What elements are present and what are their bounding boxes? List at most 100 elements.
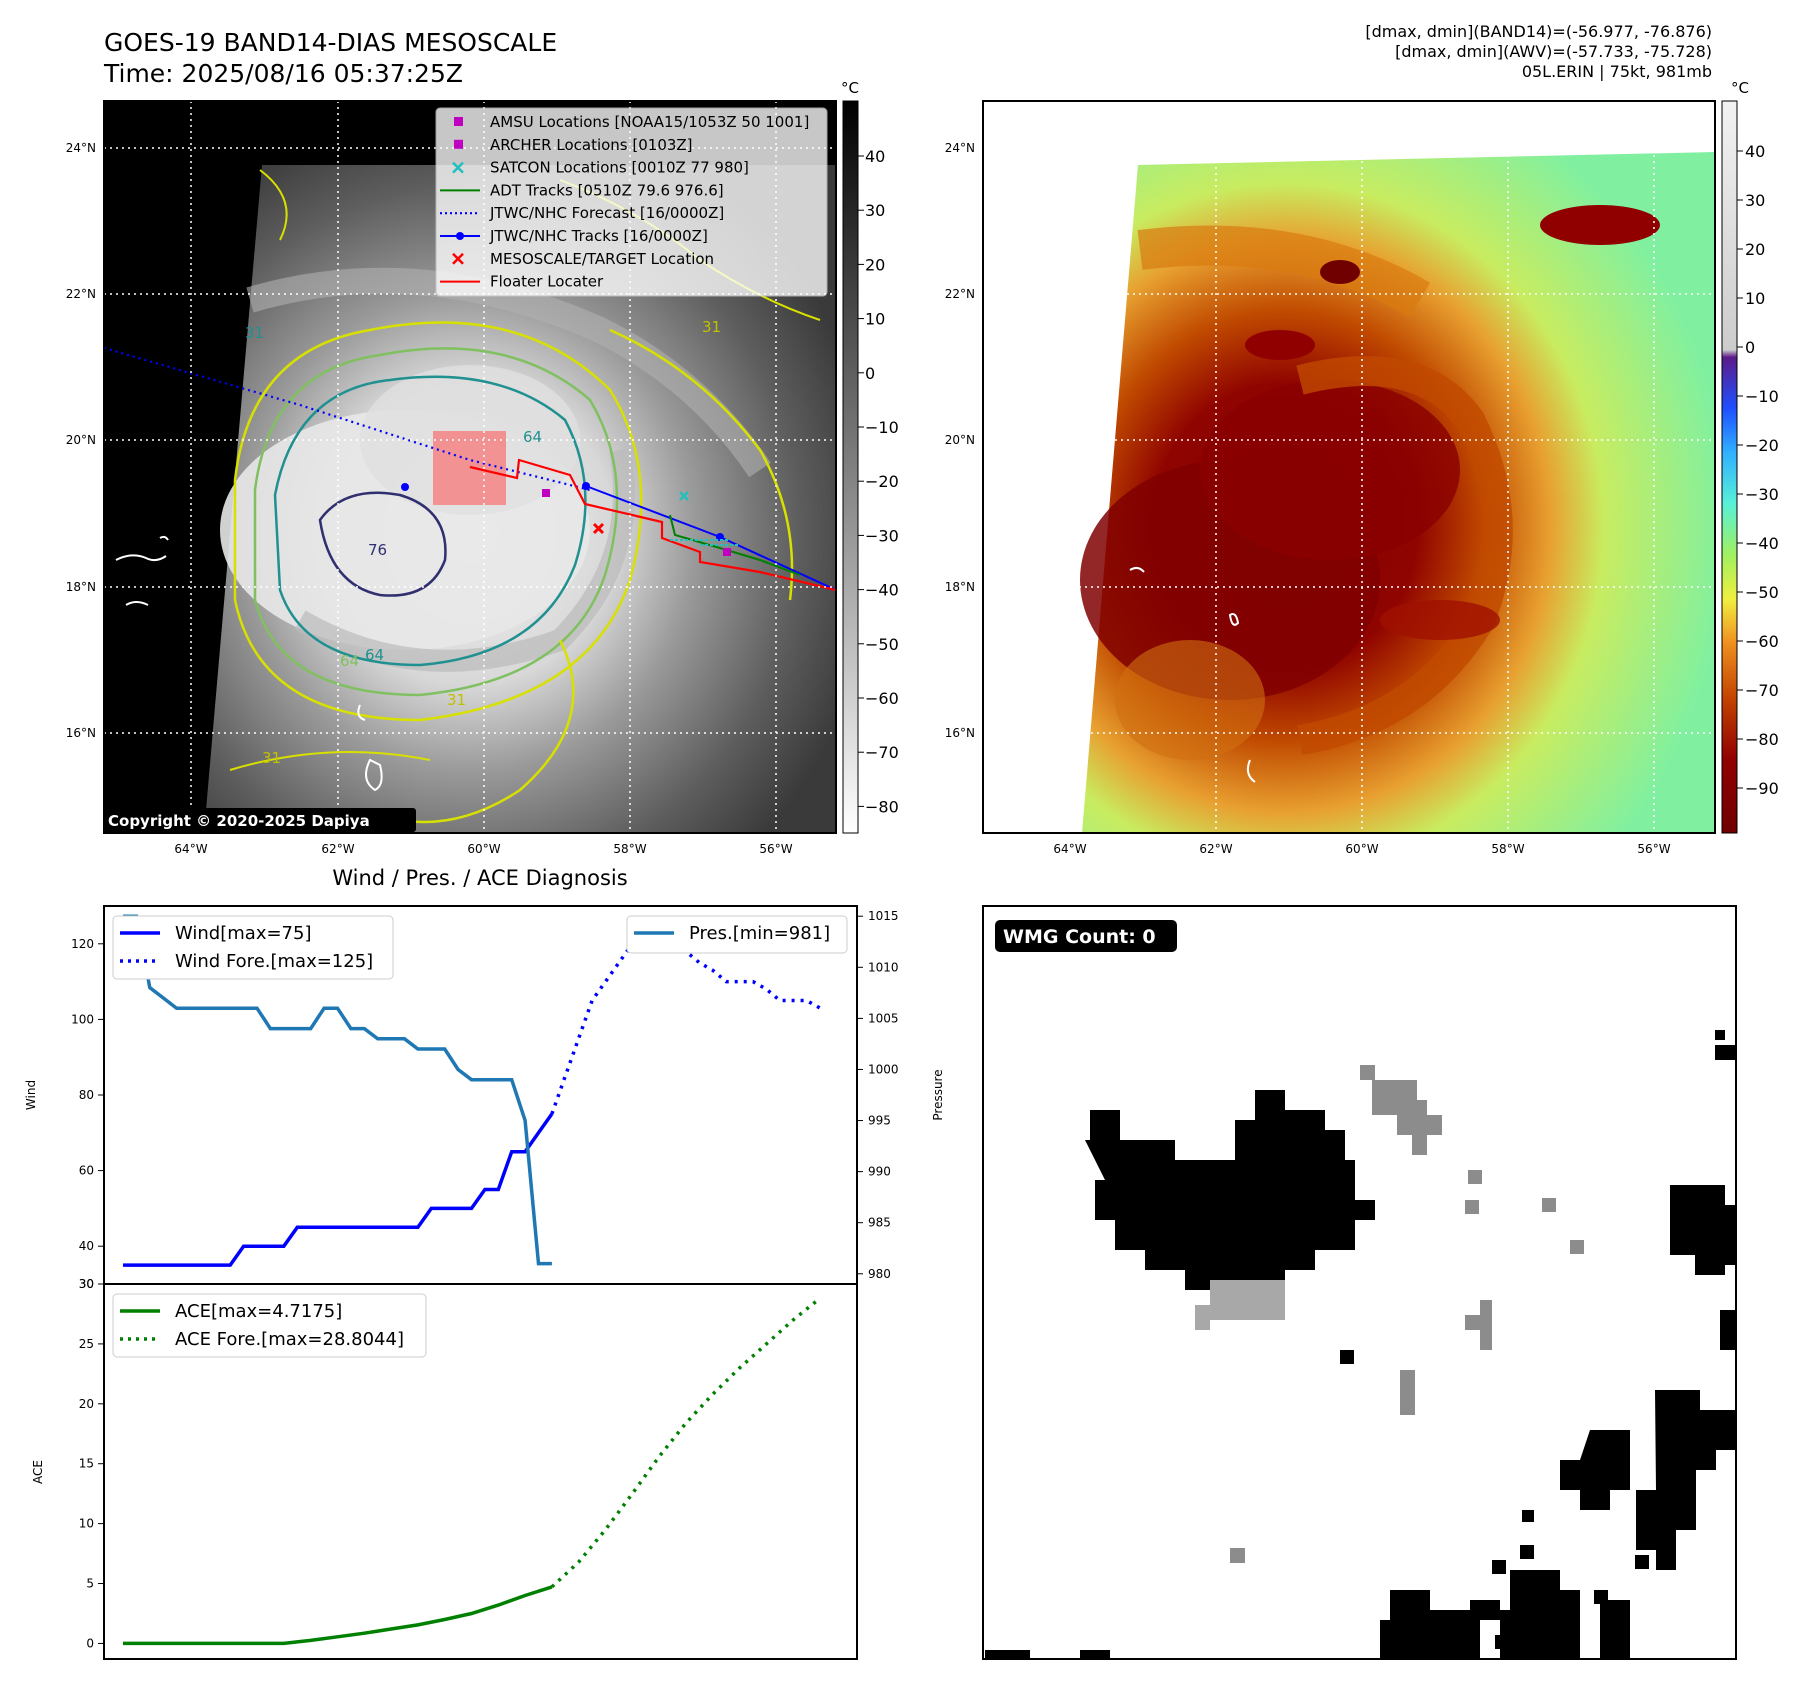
wind-forecast-line (550, 923, 821, 1115)
chart-title: Wind / Pres. / ACE Diagnosis (332, 866, 627, 890)
forecast-track (104, 346, 591, 492)
colorbar-tick-label: 30 (865, 201, 885, 220)
legend-entry: ARCHER Locations [0103Z] (490, 136, 693, 154)
colorbar-tick-label: −80 (865, 797, 899, 816)
lon-tick-label: 64°W (174, 842, 207, 856)
lat-tick-label: 16°N (945, 726, 975, 740)
legend-entry: JTWC/NHC Forecast [16/0000Z] (489, 204, 724, 222)
legend-entry: AMSU Locations [NOAA15/1053Z 50 1001] (490, 113, 809, 131)
legend-entry: MESOSCALE/TARGET Location (490, 250, 714, 268)
colorbar-tick-label: 40 (1745, 142, 1765, 161)
contour-label: 31 (447, 691, 466, 709)
colorbar-tick-label: −10 (865, 418, 899, 437)
ace-tick-label: 25 (79, 1337, 94, 1351)
colorbar-tick-label: −50 (1745, 583, 1779, 602)
pressure-tick-label: 1010 (868, 960, 899, 974)
lat-tick-label: 24°N (66, 141, 96, 155)
legend-entry: SATCON Locations [0010Z 77 980] (490, 159, 749, 177)
colorbar-unit: °C (1731, 79, 1749, 97)
ir-satellite-panel: 31 64 76 64 31 31 64 31 AMSU Locations [… (66, 79, 899, 856)
wind-legend: Wind[max=75] Wind Fore.[max=125] (112, 915, 394, 980)
pressure-tick-label: 1000 (868, 1062, 899, 1076)
colorbar-tick-label: −30 (865, 526, 899, 545)
wind-axis-label: Wind (24, 1080, 38, 1110)
lon-tick-label: 56°W (759, 842, 792, 856)
ace-legend: ACE[max=4.7175] ACE Fore.[max=28.8044] (112, 1293, 427, 1358)
pressure-tick-label: 985 (868, 1216, 891, 1230)
colorbar-tick-label: −40 (865, 581, 899, 600)
colorbar-tick-label: 30 (1745, 191, 1765, 210)
floater-locater-track (469, 458, 836, 592)
colorbar-tick-label: −70 (865, 743, 899, 762)
colorbar-tick-label: −20 (865, 472, 899, 491)
legend-ace-forecast: ACE Fore.[max=28.8044] (175, 1329, 404, 1350)
ace-tick-label: 20 (79, 1397, 94, 1411)
contour-label: 64 (340, 652, 359, 670)
legend-wind: Wind[max=75] (175, 923, 312, 944)
colorbar-tick-label: −60 (1745, 632, 1779, 651)
contour-label: 64 (365, 646, 384, 664)
colorbar-tick-label: 10 (865, 310, 885, 329)
lat-tick-label: 16°N (66, 726, 96, 740)
wind-tick-label: 30 (79, 1277, 94, 1291)
awv-satellite-panel: 24°N 22°N 20°N 18°N 16°N 64°W 62°W 60°W 58°W 56°… (945, 79, 1779, 856)
pressure-tick-label: 995 (868, 1114, 891, 1128)
ace-tick-label: 30 (79, 1277, 94, 1291)
wmg-count-label: WMG Count: 0 (1003, 926, 1156, 948)
contour-label: 64 (523, 428, 542, 446)
pressure-axis-label: Pressure (931, 1069, 945, 1120)
colorbar-tick-label: −10 (1745, 387, 1779, 406)
colorbar-tick-label: 40 (865, 147, 885, 166)
colorbar-tick-label: −20 (1745, 436, 1779, 455)
wind-pressure-chart: 30 40 60 80 100 120 980 985 990 995 1000 1005 1010 1… (24, 905, 945, 1291)
copyright-label: Copyright © 2020-2025 Dapiya (108, 812, 370, 830)
wmg-count-badge (995, 920, 1177, 952)
colorbar-tick-label: 0 (865, 364, 875, 383)
colorbar-tick-label: 10 (1745, 289, 1765, 308)
ace-line (123, 1585, 553, 1646)
wind-line (123, 1112, 554, 1267)
lon-tick-label: 56°W (1637, 842, 1670, 856)
pressure-tick-label: 1005 (868, 1011, 899, 1025)
lon-tick-label: 64°W (1053, 842, 1086, 856)
lat-tick-label: 20°N (945, 433, 975, 447)
wind-tick-label: 80 (79, 1088, 94, 1102)
colorbar-tick-label: −60 (865, 689, 899, 708)
lon-tick-label: 62°W (1199, 842, 1232, 856)
colorbar-tick-label: −50 (865, 635, 899, 654)
lat-tick-label: 18°N (66, 580, 96, 594)
storm-summary: 05L.ERIN | 75kt, 981mb (1521, 62, 1712, 81)
wmg-panel: WMG Count: 0 (982, 905, 1737, 1660)
ir-colorbar (842, 100, 859, 834)
awv-range: [dmax, dmin](AWV)=(-57.733, -75.728) (1395, 42, 1712, 61)
wind-tick-label: 60 (79, 1164, 94, 1178)
storm-info: [dmax, dmin](BAND14)=(-56.977, -76.876) … (1365, 22, 1712, 82)
colorbar-tick-label: 0 (1745, 338, 1755, 357)
ace-tick-label: 15 (79, 1457, 94, 1471)
map-legend: AMSU Locations [NOAA15/1053Z 50 1001] ARC… (435, 107, 828, 297)
adt-track (669, 514, 801, 576)
pressure-legend: Pres.[min=981] (626, 915, 848, 954)
lon-tick-label: 58°W (613, 842, 646, 856)
ace-forecast-line (550, 1296, 822, 1589)
legend-pressure: Pres.[min=981] (689, 923, 830, 944)
pressure-tick-label: 1015 (868, 909, 899, 923)
colorbar-tick-label: 20 (1745, 240, 1765, 259)
lon-tick-label: 60°W (1345, 842, 1378, 856)
lat-tick-label: 18°N (945, 580, 975, 594)
colorbar-tick-label: −40 (1745, 534, 1779, 553)
contour-label: 31 (262, 749, 281, 767)
lat-tick-label: 24°N (945, 141, 975, 155)
colorbar-tick-label: −70 (1745, 681, 1779, 700)
lon-tick-label: 58°W (1491, 842, 1524, 856)
ace-tick-label: 0 (86, 1636, 94, 1650)
pressure-tick-label: 990 (868, 1165, 891, 1179)
colorbar-tick-label: −80 (1745, 730, 1779, 749)
lon-tick-label: 62°W (321, 842, 354, 856)
figure-title: GOES-19 BAND14-DIAS MESOSCALE Time: 2025… (104, 28, 558, 88)
wind-tick-label: 100 (71, 1012, 94, 1026)
legend-entry: JTWC/NHC Tracks [16/0000Z] (489, 227, 708, 245)
lat-tick-label: 22°N (945, 287, 975, 301)
ace-axis-label: ACE (31, 1460, 45, 1484)
